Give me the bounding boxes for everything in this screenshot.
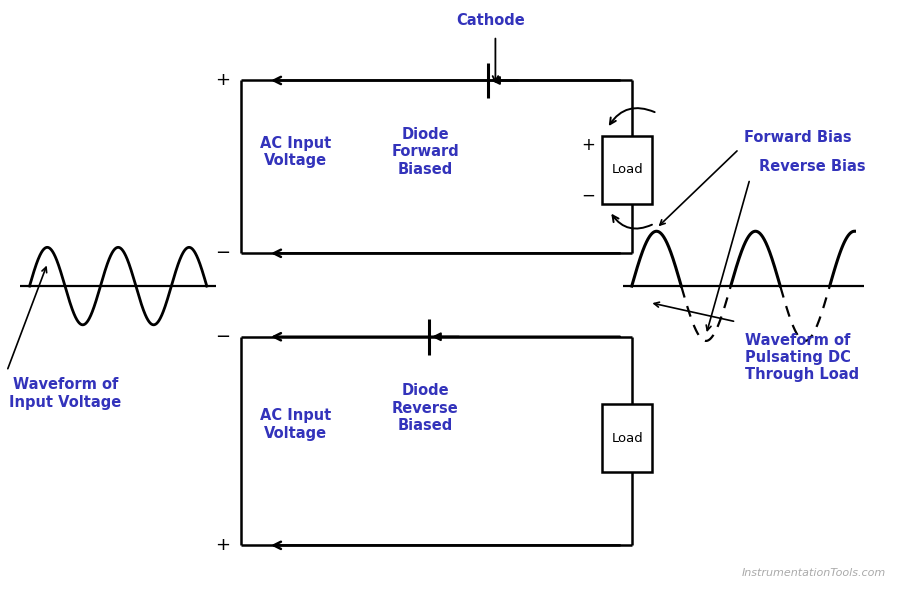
Text: +: +	[215, 72, 230, 89]
Text: Load: Load	[612, 432, 643, 445]
Text: Diode
Reverse
Biased: Diode Reverse Biased	[392, 383, 459, 433]
Text: AC Input
Voltage: AC Input Voltage	[260, 408, 331, 440]
Text: AC Input
Voltage: AC Input Voltage	[260, 136, 331, 168]
Text: Waveform of
Pulsating DC
Through Load: Waveform of Pulsating DC Through Load	[745, 333, 860, 383]
Text: −: −	[581, 186, 594, 204]
Text: Cathode: Cathode	[456, 13, 525, 29]
Text: Diode
Forward
Biased: Diode Forward Biased	[392, 127, 459, 177]
Text: Waveform of
Input Voltage: Waveform of Input Voltage	[9, 377, 122, 409]
Text: +: +	[581, 135, 594, 154]
Text: −: −	[215, 244, 230, 262]
Bar	[602, 404, 652, 472]
Text: Load: Load	[612, 163, 643, 176]
Text: InstrumentationTools.com: InstrumentationTools.com	[742, 568, 886, 578]
Text: Reverse Bias: Reverse Bias	[759, 159, 865, 175]
Bar	[602, 136, 652, 204]
Text: +: +	[215, 536, 230, 554]
Text: Forward Bias: Forward Bias	[744, 129, 851, 145]
Text: −: −	[215, 328, 230, 346]
